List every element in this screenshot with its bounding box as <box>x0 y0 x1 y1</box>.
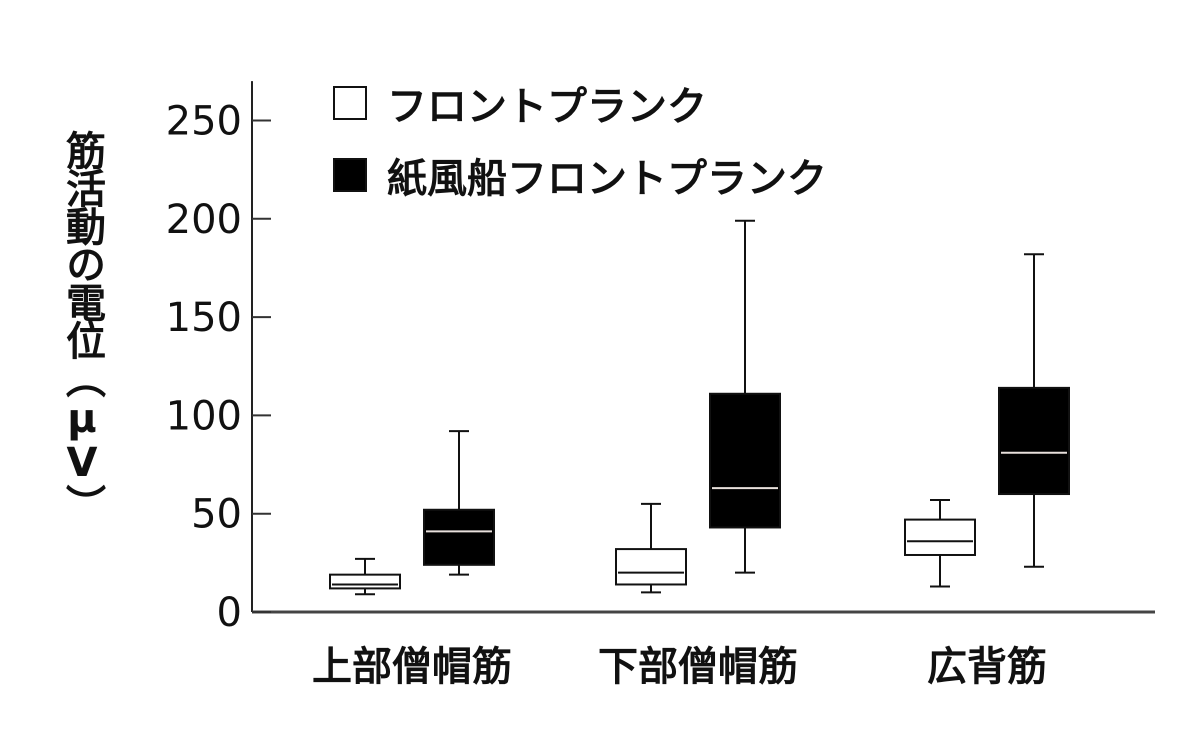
x-category-label: 下部僧帽筋 <box>598 644 798 690</box>
box <box>423 508 495 566</box>
legend-label: フロントプランク <box>387 84 707 130</box>
box <box>998 386 1070 496</box>
y-tick-label: 200 <box>166 197 242 243</box>
y-tick-label: 250 <box>166 99 242 145</box>
y-tick-label: 150 <box>166 295 242 341</box>
x-category-label: 上部僧帽筋 <box>312 644 512 690</box>
legend-item-paper-balloon-front-plank: 紙風船フロントプランク <box>333 146 827 204</box>
legend-swatch-black <box>333 158 367 192</box>
y-tick-label: 100 <box>166 393 242 439</box>
box <box>709 392 781 529</box>
legend-item-front-plank: フロントプランク <box>333 74 707 132</box>
box <box>904 518 976 556</box>
y-axis-label: 筋活動の電位（μV） <box>59 130 105 522</box>
box <box>615 548 687 586</box>
x-category-label: 広背筋 <box>927 644 1047 690</box>
legend-label: 紙風船フロントプランク <box>387 156 827 202</box>
y-tick-label: 0 <box>217 590 242 636</box>
legend-swatch-white <box>333 86 367 120</box>
y-tick-label: 50 <box>191 492 242 538</box>
box <box>329 573 401 590</box>
